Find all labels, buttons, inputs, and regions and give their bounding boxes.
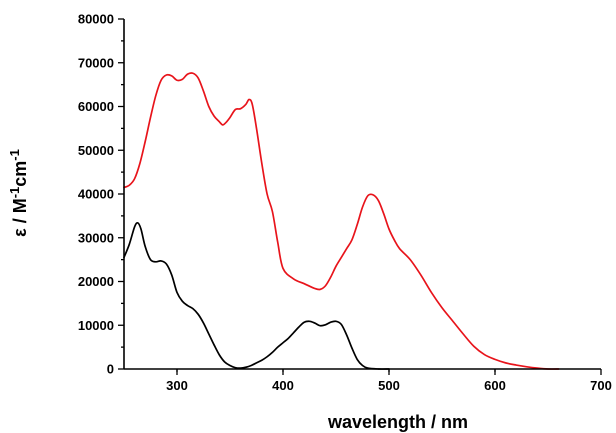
series-layer: [123, 72, 560, 370]
y-tick-label: 60000: [78, 99, 114, 114]
x-axis-title: wavelength / nm: [327, 412, 468, 432]
y-tick-label: 80000: [78, 12, 114, 27]
series-line-2: [123, 221, 390, 370]
y-axis-title-sup1: -1: [7, 187, 22, 199]
y-tick-label: 70000: [78, 55, 114, 70]
plot-area: 300 400 500 600 700 0 10000 20000 30000 40000 500…: [78, 12, 612, 394]
y-tick-label: 30000: [78, 230, 114, 245]
y-axis-title-prefix: ε / M: [10, 198, 30, 237]
y-axis-ticks: 0 10000 20000 30000 40000 50000 60000 70000 8000…: [78, 12, 124, 377]
x-tick-label: 300: [166, 378, 188, 393]
x-tick-label: 400: [272, 378, 294, 393]
x-tick-label: 500: [378, 378, 400, 393]
y-axis-title-mid: cm: [10, 161, 30, 187]
y-tick-label: 10000: [78, 318, 114, 333]
y-tick-label: 50000: [78, 143, 114, 158]
y-tick-label: 20000: [78, 274, 114, 289]
x-tick-label: 600: [484, 378, 506, 393]
y-tick-label: 0: [107, 362, 114, 377]
x-tick-label: 700: [590, 378, 612, 393]
series-line-1: [123, 72, 560, 370]
y-axis-title: ε / M-1cm-1: [7, 149, 31, 237]
y-axis-title-sup2: -1: [7, 149, 22, 161]
y-tick-label: 40000: [78, 187, 114, 202]
x-axis-ticks: 300 400 500 600 700: [166, 369, 612, 393]
